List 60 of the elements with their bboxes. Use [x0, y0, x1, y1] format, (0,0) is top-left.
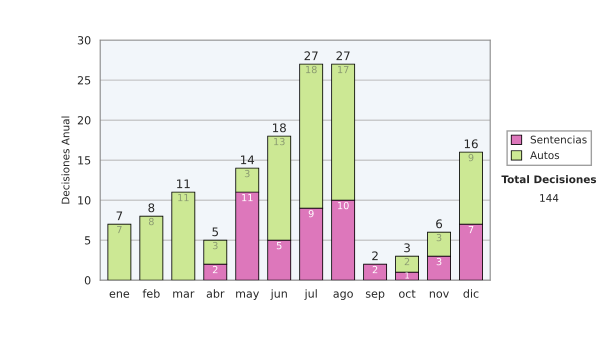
data-label: 11	[242, 194, 253, 202]
data-label: 1	[405, 272, 409, 278]
y-tick-label: 25	[78, 76, 90, 85]
total-label: 5	[212, 227, 218, 236]
bar	[171, 192, 196, 280]
data-label: 2	[372, 266, 378, 274]
data-label: 8	[148, 218, 154, 226]
total-label: 3	[404, 243, 410, 252]
data-label: 10	[338, 202, 349, 210]
legend-label: Autos	[530, 151, 560, 160]
y-tick-label: 5	[84, 236, 90, 245]
total-label: 8	[148, 203, 154, 212]
total-label: 6	[436, 219, 442, 228]
total-label: 18	[273, 123, 286, 132]
y-tick-label: 20	[78, 116, 90, 125]
data-label: 3	[244, 170, 250, 178]
data-label: 2	[404, 258, 410, 266]
data-label: 2	[212, 266, 218, 274]
data-label: 3	[436, 234, 442, 242]
data-label: 5	[276, 242, 282, 250]
total-label: 16	[464, 139, 478, 148]
total-label: 27	[336, 51, 350, 60]
x-tick-label: oct	[399, 290, 416, 298]
bar	[363, 264, 388, 280]
x-tick-label: dic	[464, 289, 478, 298]
data-label: 9	[308, 210, 314, 218]
x-tick-label: may	[236, 291, 260, 300]
text: 144	[540, 194, 558, 202]
x-tick-label: ago	[333, 291, 353, 300]
x-tick-label: nov	[430, 291, 449, 298]
data-label: 3	[436, 258, 442, 266]
x-tick-label: abr	[206, 289, 224, 298]
y-tick-label: 30	[78, 36, 90, 44]
y-tick-label: 15	[78, 156, 90, 165]
y-axis-title: Decisiones Anual	[61, 116, 70, 204]
x-tick-label: jun	[270, 289, 287, 300]
total-label: 27	[304, 51, 318, 60]
total-label: 14	[241, 155, 254, 164]
bar	[107, 224, 132, 280]
total-label: 7	[116, 211, 122, 220]
total-label: 2	[372, 251, 378, 260]
bar	[139, 216, 164, 280]
x-tick-label: jul	[304, 289, 317, 300]
x-tick-label: feb	[142, 289, 160, 298]
data-label: 18	[306, 66, 317, 74]
data-label: 9	[468, 154, 474, 162]
text: Total Decisiones	[501, 175, 596, 184]
y-tick-label: 0	[84, 276, 90, 285]
x-tick-label: ene	[110, 291, 130, 298]
data-label: 17	[338, 66, 349, 74]
data-label: 3	[212, 242, 218, 250]
y-tick-label: 10	[78, 196, 90, 205]
data-label: 7	[468, 226, 474, 234]
legend-label: Sentencias	[530, 135, 587, 144]
data-label: 7	[117, 226, 122, 234]
x-tick-label: mar	[173, 291, 194, 298]
total-label: 11	[177, 179, 190, 188]
x-tick-label: sep	[366, 291, 384, 300]
data-label: 13	[274, 138, 285, 146]
data-label: 11	[178, 194, 189, 202]
